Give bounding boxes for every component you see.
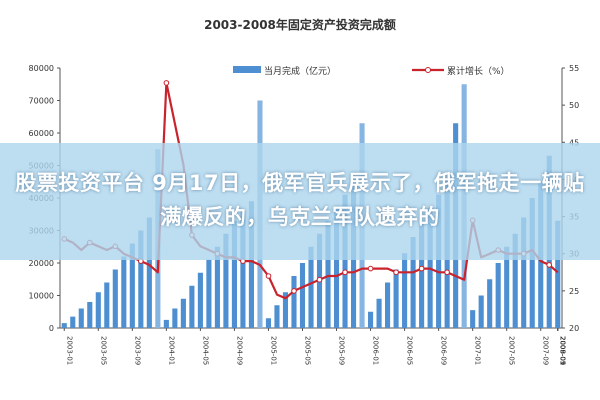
x-tick-label: 2005-09	[338, 336, 346, 365]
legend-entry-bar: 当月完成（亿元）	[264, 65, 336, 77]
x-tick-label: 2007-09	[542, 336, 550, 365]
x-tick-label: 2003-09	[133, 336, 141, 365]
bar	[478, 295, 484, 328]
bar	[138, 230, 144, 328]
bar	[248, 201, 254, 328]
bar	[368, 311, 374, 328]
bar	[189, 285, 195, 328]
bar	[274, 305, 280, 328]
bar	[104, 282, 110, 328]
x-tick-label: 2008-01	[559, 336, 567, 365]
bar	[78, 308, 84, 328]
bar	[265, 318, 272, 328]
bar	[214, 246, 220, 328]
bar	[129, 243, 135, 328]
line-point	[342, 269, 348, 276]
line-point	[163, 80, 170, 86]
bar	[402, 253, 408, 328]
bar	[393, 269, 399, 328]
right-tick-label: 55	[569, 64, 579, 73]
bar	[333, 207, 340, 328]
line-point	[367, 265, 374, 272]
bar	[112, 269, 118, 328]
x-tick-label: 2004-09	[235, 336, 243, 365]
bar	[487, 279, 493, 328]
bar	[223, 233, 229, 328]
x-tick-label: 2007-01	[474, 336, 482, 365]
bar	[504, 246, 510, 328]
bar	[163, 319, 169, 329]
bar	[70, 316, 76, 329]
bar	[376, 298, 382, 328]
left-tick-label: 0	[49, 324, 54, 333]
bar	[342, 194, 348, 328]
headline-overlay-band	[0, 143, 600, 260]
bar	[61, 323, 67, 329]
headline-overlay-text: 股票投资平台 9月17日，俄军官兵展示了，俄军拖走一辆贴满爆反的，乌克兰军队遗弃…	[15, 171, 585, 229]
x-tick-label: 2003-01	[65, 336, 73, 365]
bar	[291, 276, 297, 328]
bar	[180, 298, 186, 328]
bar	[146, 217, 152, 328]
bar	[436, 194, 442, 328]
line-point	[393, 269, 399, 276]
bar	[410, 237, 416, 328]
bar	[529, 198, 535, 328]
chart-title: 2003-2008年固定资产投资完成额	[204, 17, 396, 32]
bar	[521, 217, 527, 328]
legend-line-marker	[425, 67, 431, 73]
bar	[206, 259, 212, 328]
x-tick-label: 2008-09	[559, 336, 567, 365]
bar	[87, 302, 93, 328]
bar	[308, 246, 314, 328]
x-tick-label: 2005-05	[303, 336, 311, 365]
bar	[231, 220, 237, 328]
x-tick-label: 2006-01	[372, 336, 380, 365]
left-tick-label: 10000	[29, 292, 54, 301]
bar	[385, 282, 391, 328]
right-tick-label: 45	[569, 138, 579, 147]
x-tick-label: 2004-01	[167, 336, 175, 365]
line-point	[418, 265, 425, 272]
bar	[419, 224, 425, 328]
bar	[470, 310, 476, 329]
line-point	[316, 276, 323, 283]
left-tick-label: 70000	[29, 97, 54, 106]
right-tick-label: 25	[569, 287, 579, 296]
right-tick-label: 50	[569, 101, 579, 110]
x-tick-label: 2004-05	[201, 336, 209, 365]
bar	[197, 272, 203, 328]
left-tick-label: 80000	[29, 64, 54, 73]
right-tick-label: 20	[569, 324, 579, 333]
x-tick-label: 2007-05	[508, 336, 516, 365]
bar	[299, 263, 306, 328]
line-point	[291, 288, 297, 294]
line-point	[444, 269, 450, 276]
x-tick-label: 2009-01	[559, 336, 567, 365]
line-point	[546, 262, 553, 268]
bar	[555, 220, 561, 328]
left-tick-label: 20000	[29, 259, 54, 268]
x-tick-label: 2006-05	[406, 336, 414, 365]
legend-bar-swatch	[233, 66, 261, 73]
left-tick-label: 60000	[29, 129, 54, 138]
bar	[325, 220, 331, 328]
bar	[121, 256, 127, 328]
bar	[495, 263, 501, 328]
bar	[512, 233, 518, 328]
bar	[172, 308, 178, 328]
x-tick-label: 2008-05	[559, 336, 567, 365]
line-point	[265, 273, 272, 279]
bar	[240, 211, 246, 328]
bar	[95, 292, 101, 328]
x-tick-label: 2005-01	[269, 336, 277, 365]
x-tick-label: 2006-09	[440, 336, 448, 365]
bar	[282, 292, 289, 328]
legend-entry-line: 累计增长（%）	[447, 65, 510, 77]
x-tick-label: 2003-05	[99, 336, 107, 365]
